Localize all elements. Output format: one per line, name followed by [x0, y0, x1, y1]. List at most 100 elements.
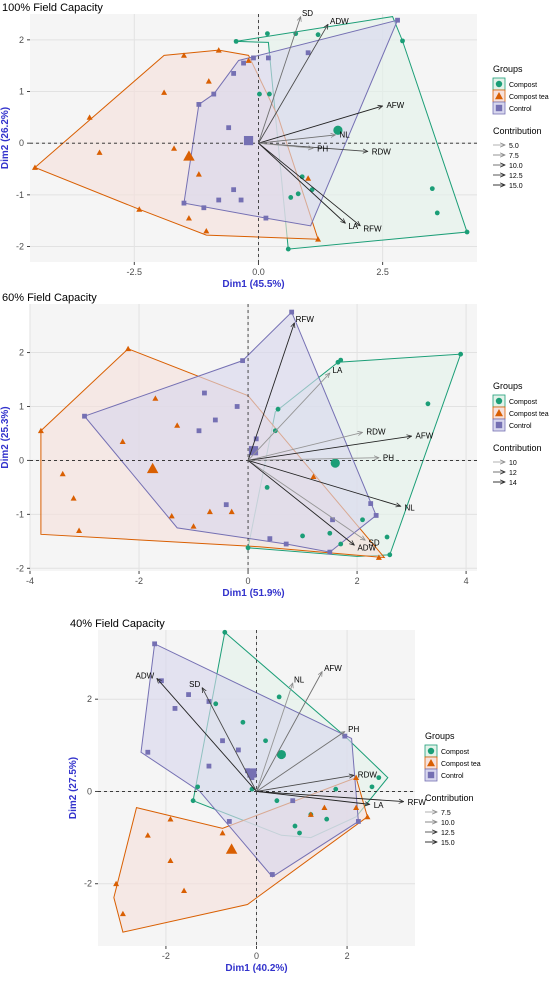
- contribution-title: Contribution: [425, 793, 474, 803]
- point-compost: [274, 798, 280, 804]
- point-compost: [288, 195, 294, 200]
- contribution-value: 10.0: [441, 820, 455, 827]
- y-tick-label: -1: [16, 509, 24, 519]
- arrow-label-adw: ADW: [136, 671, 155, 680]
- point-compost: [285, 246, 291, 252]
- arrow-label-sd: SD: [189, 680, 200, 689]
- arrow-la: [258, 142, 345, 223]
- legend-marker: [495, 421, 503, 429]
- point-compost-tea: [70, 495, 77, 501]
- point-compost: [257, 91, 262, 97]
- point-compost: [190, 798, 196, 804]
- point-control: [206, 763, 212, 769]
- point-compost: [265, 31, 270, 37]
- legend-entry: Compost tea: [441, 761, 481, 768]
- point-compost: [429, 186, 435, 192]
- arrow-afw: [258, 106, 382, 144]
- point-compost: [309, 187, 315, 193]
- point-compost-tea: [375, 554, 382, 560]
- arrow-label-rdw: RDW: [372, 148, 392, 157]
- point-control: [82, 413, 87, 419]
- point-control: [395, 17, 400, 23]
- point-compost-tea: [119, 910, 126, 917]
- centroid-control: [248, 446, 259, 456]
- x-tick-label: 0: [254, 951, 259, 961]
- point-control: [235, 747, 241, 753]
- arrow-label-la: LA: [374, 801, 384, 810]
- point-compost: [425, 401, 431, 407]
- point-compost: [233, 38, 239, 44]
- hull-control: [83, 311, 377, 553]
- centroid-control: [243, 135, 254, 146]
- arrow-label-la: LA: [333, 366, 343, 375]
- point-control: [251, 55, 256, 61]
- point-control: [186, 692, 191, 697]
- legend: Groups Compost Compost tea Control Contribut…: [424, 731, 481, 847]
- point-compost: [295, 191, 301, 197]
- point-compost-tea: [174, 422, 181, 428]
- arrow-adw: [247, 460, 354, 545]
- centroid-compost-tea: [146, 462, 159, 474]
- point-compost-tea: [205, 78, 212, 84]
- contribution-value: 7.5: [509, 153, 519, 160]
- arrow-sd: [258, 17, 300, 144]
- point-control: [238, 197, 244, 203]
- group-hulls: [34, 16, 468, 250]
- point-control: [249, 775, 255, 781]
- point-compost-tea: [125, 345, 132, 352]
- point-compost-tea: [168, 512, 175, 519]
- contribution-value: 10.0: [509, 163, 523, 170]
- arrow-label-adw: ADW: [330, 17, 349, 26]
- point-compost: [245, 545, 251, 551]
- point-control: [202, 390, 207, 396]
- point-control: [159, 678, 164, 684]
- centroid-control: [247, 768, 257, 778]
- arrow-label-nl: NL: [294, 675, 305, 684]
- point-control: [283, 541, 289, 547]
- point-compost: [338, 541, 344, 547]
- chart-panel-60: 60% Field Capacity RFW LA RDW AFW PH NL SD ADW -4…: [0, 290, 550, 608]
- arrow-rfw: [247, 323, 294, 461]
- point-compost: [300, 533, 305, 539]
- point-compost: [263, 738, 268, 744]
- contribution-title: Contribution: [493, 443, 542, 453]
- arrow-la: [247, 373, 330, 461]
- point-control: [290, 798, 296, 804]
- arrow-rdw: [256, 775, 354, 792]
- point-control: [266, 55, 271, 61]
- arrow-nl: [258, 135, 335, 144]
- arrow-label-ph: PH: [317, 145, 328, 154]
- x-tick-label: 0.0: [252, 267, 265, 277]
- point-compost: [327, 530, 333, 536]
- point-control: [263, 215, 269, 221]
- legend-marker: [495, 92, 503, 100]
- point-control: [373, 513, 379, 518]
- point-compost: [249, 786, 255, 792]
- point-compost-tea: [37, 427, 44, 434]
- point-compost: [338, 357, 344, 363]
- point-compost: [195, 784, 201, 790]
- legend-entry: Compost: [509, 82, 537, 89]
- point-compost-tea: [167, 857, 174, 864]
- centroid-compost-tea: [183, 150, 195, 161]
- hull-control: [183, 19, 399, 227]
- contribution-value: 5.0: [509, 143, 519, 150]
- arrow-label-afw: AFW: [386, 101, 404, 110]
- y-tick-label: 1: [19, 87, 24, 97]
- arrow-afw: [247, 436, 412, 461]
- legend-entry: Control: [509, 106, 532, 113]
- centroid-compost: [276, 749, 287, 760]
- point-compost: [400, 38, 405, 44]
- point-compost-tea: [86, 114, 93, 120]
- point-control: [234, 404, 240, 409]
- arrow-ph: [248, 458, 379, 461]
- point-compost-tea: [321, 804, 328, 811]
- arrow-label-sd: SD: [302, 9, 313, 18]
- point-compost: [240, 719, 246, 725]
- arrow-label-nl: NL: [339, 130, 350, 139]
- y-tick-label: 2: [19, 35, 24, 45]
- point-compost-tea: [113, 880, 120, 887]
- legend-marker: [495, 397, 503, 405]
- arrow-label-afw: AFW: [324, 664, 342, 673]
